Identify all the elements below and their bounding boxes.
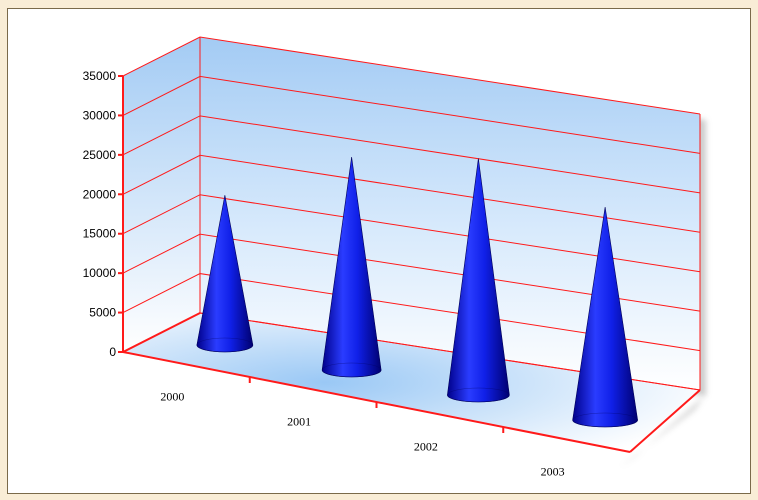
cone-base	[196, 337, 254, 353]
side-wall	[123, 37, 200, 352]
y-tick-label: 30000	[83, 108, 117, 122]
y-tick-label: 5000	[89, 306, 116, 320]
x-tick-label: 2003	[541, 465, 565, 479]
floor-left-edge	[122, 312, 201, 353]
x-tick-label: 2002	[414, 440, 438, 454]
y-tick-label: 25000	[83, 148, 117, 162]
x-tick-label: 2000	[160, 390, 184, 404]
cone-base	[321, 362, 382, 378]
cone-2000	[196, 195, 254, 353]
floor	[123, 313, 700, 452]
back-wall	[200, 37, 700, 390]
y-tick-label: 35000	[83, 69, 117, 83]
x-tick-label: 2001	[287, 415, 311, 429]
cone-2001	[321, 157, 382, 378]
cone-base	[572, 412, 638, 428]
y-tick-label: 10000	[83, 266, 117, 280]
y-tick-label: 0	[109, 345, 116, 359]
cone-2003	[572, 207, 638, 428]
cone-2002	[447, 158, 510, 403]
y-tick-label: 15000	[83, 227, 117, 241]
cone-base	[447, 387, 510, 403]
y-tick-label: 20000	[83, 187, 117, 201]
floor-right-edge	[629, 389, 701, 453]
